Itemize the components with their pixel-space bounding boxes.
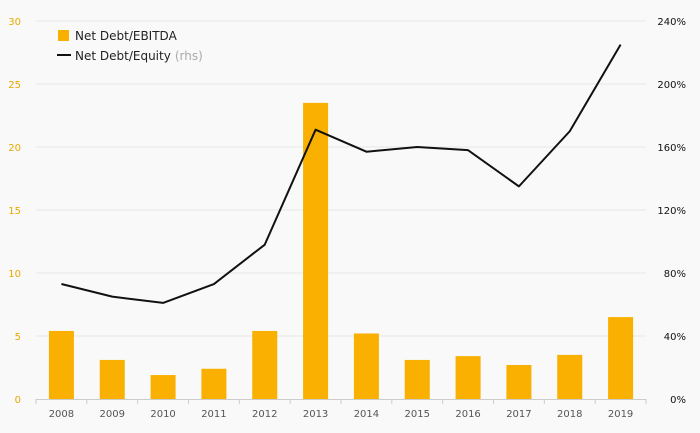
- x-tick-label: 2015: [405, 409, 430, 420]
- x-tick-label: 2012: [252, 409, 277, 420]
- y-left-tick-label: 10: [8, 269, 21, 280]
- y-left-tick-label: 0: [15, 395, 21, 406]
- x-tick-label: 2014: [354, 409, 379, 420]
- line-net-debt-equity: [61, 44, 622, 304]
- legend: Net Debt/EBITDA Net Debt/Equity (rhs): [57, 29, 203, 63]
- y-right-tick-label: 200%: [657, 80, 686, 91]
- bar-net-debt-ebitda: [303, 102, 329, 400]
- bar-net-debt-ebitda: [150, 375, 176, 399]
- x-tick-label: 2013: [303, 409, 328, 420]
- y-right-tick-label: 80%: [664, 269, 686, 280]
- bar-net-debt-ebitda: [455, 356, 481, 399]
- y-right-tick-label: 40%: [664, 332, 686, 343]
- bar-net-debt-ebitda: [557, 354, 583, 399]
- y-left-tick-label: 30: [8, 17, 21, 28]
- legend-series-suffix: (rhs): [175, 49, 203, 63]
- bar-net-debt-ebitda: [404, 359, 430, 399]
- y-right-tick-label: 120%: [657, 206, 686, 217]
- x-tick-label: 2008: [49, 409, 74, 420]
- bar-net-debt-ebitda: [608, 317, 634, 399]
- line-series: [61, 44, 622, 304]
- bar-net-debt-ebitda: [48, 330, 74, 399]
- legend-swatch-net-debt-ebitda: [58, 30, 69, 41]
- x-tick-label: 2011: [201, 409, 226, 420]
- x-tick-label: 2017: [506, 409, 531, 420]
- axes: 0 5 10 15 20 25 30 0% 40% 80% 120% 160% 200% 240% 2008…: [8, 17, 686, 420]
- bar-net-debt-ebitda: [99, 359, 125, 399]
- x-tick-label: 2019: [608, 409, 633, 420]
- x-tick-label: 2016: [455, 409, 480, 420]
- legend-label-net-debt-ebitda: Net Debt/EBITDA: [75, 29, 178, 43]
- y-right-tick-label: 160%: [657, 143, 686, 154]
- y-left-tick-label: 20: [8, 143, 21, 154]
- bar-net-debt-ebitda: [201, 368, 227, 399]
- legend-label-net-debt-equity: Net Debt/Equity (rhs): [75, 49, 203, 63]
- bar-net-debt-ebitda: [353, 333, 379, 399]
- x-tick-label: 2018: [557, 409, 582, 420]
- x-tick-label: 2010: [150, 409, 175, 420]
- y-left-tick-label: 15: [8, 206, 21, 217]
- y-right-tick-label: 240%: [657, 17, 686, 28]
- y-left-tick-label: 5: [15, 332, 21, 343]
- legend-series-name: Net Debt/Equity: [75, 49, 171, 63]
- y-right-tick-label: 0%: [670, 395, 686, 406]
- bar-net-debt-ebitda: [252, 330, 278, 399]
- x-tick-label: 2009: [100, 409, 125, 420]
- y-left-tick-label: 25: [8, 80, 21, 91]
- gridlines: [36, 20, 646, 337]
- bar-series: [48, 102, 634, 400]
- bar-net-debt-ebitda: [506, 364, 532, 399]
